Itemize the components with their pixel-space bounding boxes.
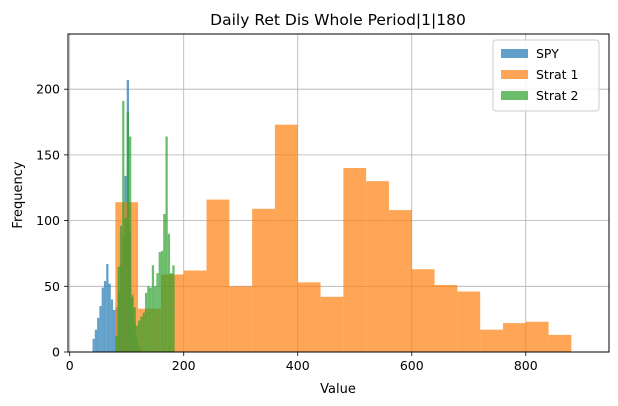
- bar-strat-2: [163, 214, 166, 352]
- legend-label: Strat 2: [536, 88, 578, 103]
- bar-strat-2: [156, 273, 159, 352]
- y-tick-label: 50: [44, 279, 60, 294]
- bar-strat-2: [140, 316, 143, 352]
- bar-strat-1: [525, 321, 549, 352]
- bar-strat-2: [165, 136, 168, 352]
- bar-strat-2: [151, 265, 155, 352]
- bar-spy: [99, 306, 102, 352]
- legend: SPY Strat 1 Strat 2: [492, 39, 600, 112]
- bar-strat-1: [502, 323, 526, 352]
- bar-strat-2: [170, 273, 173, 352]
- bar-strat-2: [126, 111, 129, 352]
- y-axis: 0 50 100 150 200: [36, 82, 68, 360]
- bar-strat-2: [147, 286, 150, 352]
- bar-strat-2: [119, 225, 123, 352]
- bar-spy: [110, 299, 114, 352]
- legend-swatch: [501, 91, 528, 100]
- bars-area: [92, 79, 572, 353]
- bar-strat-1: [411, 269, 435, 352]
- bar-spy: [113, 309, 116, 352]
- bar-strat-1: [252, 208, 275, 352]
- bar-strat-2: [160, 250, 164, 352]
- x-axis-label: Value: [320, 382, 356, 397]
- y-tick-label: 0: [52, 345, 60, 360]
- bar-strat-2: [142, 312, 145, 352]
- x-tick-label: 200: [172, 358, 196, 373]
- bar-spy: [92, 338, 95, 352]
- series-strat-2: [115, 101, 175, 352]
- bar-strat-2: [124, 217, 127, 352]
- bar-strat-2: [144, 292, 148, 352]
- plot-frame: [67, 33, 610, 353]
- bar-strat-1: [457, 291, 481, 352]
- bar-strat-1: [480, 329, 503, 352]
- bar-spy: [108, 283, 111, 352]
- bar-strat-2: [133, 307, 136, 352]
- bar-strat-2: [172, 265, 175, 352]
- bar-strat-1: [548, 334, 572, 352]
- bar-strat-2: [138, 320, 141, 352]
- y-axis-label: Frequency: [11, 161, 26, 228]
- y-tick-label: 200: [36, 82, 60, 97]
- bar-spy: [103, 281, 107, 352]
- bar-strat-2: [128, 136, 132, 352]
- bar-strat-2: [122, 101, 125, 352]
- y-tick-label: 150: [36, 147, 60, 162]
- bar-strat-1: [297, 282, 321, 352]
- bar-spy: [101, 287, 104, 352]
- bar-strat-1: [434, 284, 458, 352]
- y-tick-label: 100: [36, 213, 60, 228]
- bar-strat-1: [388, 210, 412, 352]
- x-axis: 0 200 400 600 800: [66, 352, 538, 373]
- legend-label: Strat 1: [536, 67, 578, 82]
- bar-strat-2: [117, 266, 120, 352]
- bar-strat-2: [131, 296, 134, 352]
- bar-strat-1: [206, 199, 230, 352]
- bar-strat-1: [366, 181, 389, 352]
- x-tick-label: 0: [66, 358, 74, 373]
- bar-strat-1: [229, 286, 253, 352]
- bar-spy: [97, 317, 100, 352]
- legend-swatch: [501, 70, 528, 79]
- bar-strat-2: [167, 233, 171, 352]
- legend-label: SPY: [536, 46, 559, 61]
- legend-swatch: [501, 49, 528, 58]
- bar-strat-2: [158, 252, 161, 352]
- bar-strat-2: [149, 287, 152, 352]
- bar-strat-1: [183, 270, 207, 352]
- bar-spy: [94, 329, 98, 352]
- x-tick-label: 800: [514, 358, 538, 373]
- x-tick-label: 400: [286, 358, 310, 373]
- bar-strat-2: [115, 336, 118, 352]
- x-tick-label: 600: [400, 358, 424, 373]
- bar-strat-1: [320, 296, 344, 352]
- bar-strat-1: [274, 124, 298, 352]
- bar-strat-1: [343, 168, 367, 352]
- bar-spy: [106, 263, 109, 352]
- bar-strat-2: [154, 286, 157, 352]
- chart-title: Daily Ret Dis Whole Period|1|180: [210, 11, 466, 29]
- bar-strat-2: [135, 325, 139, 352]
